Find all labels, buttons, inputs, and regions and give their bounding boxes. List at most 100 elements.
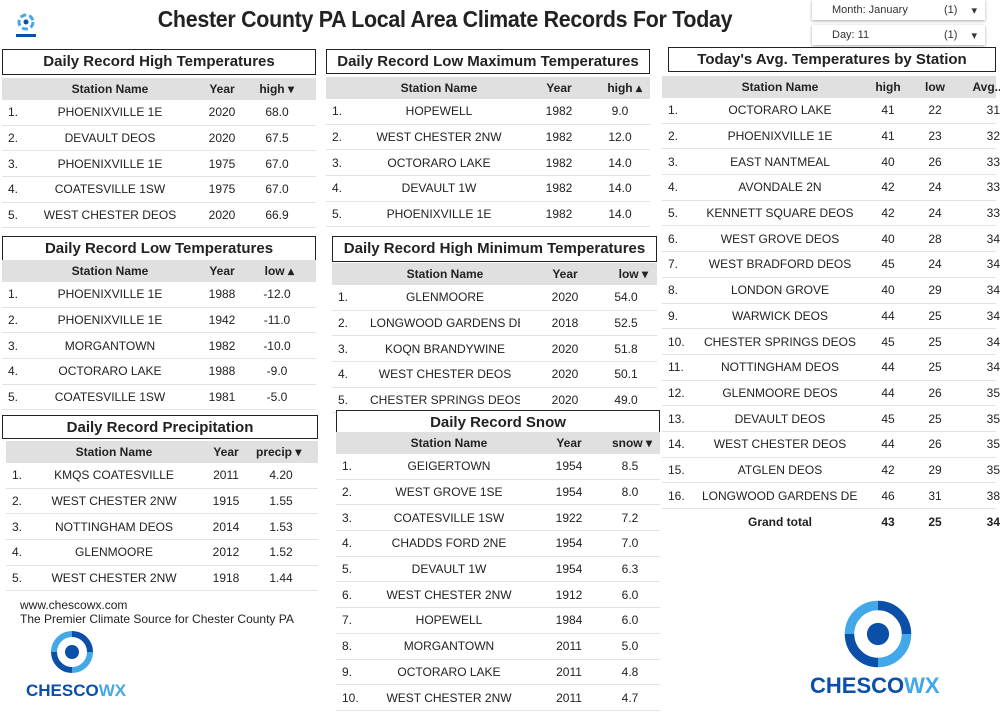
value-cell: 25 (928, 411, 942, 426)
value-cell: 1.53 (269, 519, 293, 534)
column-header[interactable]: low ▾ (618, 267, 648, 281)
record-low-title: Daily Record Low Temperatures (2, 236, 316, 261)
row-rank: 3. (12, 519, 23, 534)
row-rank: 2. (8, 131, 19, 146)
value-cell: 44 (881, 360, 895, 375)
chevron-down-icon: ▾ (971, 4, 977, 17)
station-name: OCTORARO LAKE (397, 664, 501, 679)
column-header[interactable]: Year (556, 436, 582, 450)
table-row: 6. WEST CHESTER 2NW 1912 6.0 (336, 582, 660, 609)
column-header[interactable]: high ▾ (259, 82, 294, 96)
value-cell: 40 (881, 154, 895, 169)
value-cell: 44 (881, 437, 895, 452)
row-rank: 2. (668, 129, 679, 144)
record-year: 1982 (545, 130, 573, 145)
row-rank: 16. (668, 488, 685, 503)
footer-url[interactable]: www.chescowx.com (20, 598, 128, 612)
row-rank: 5. (332, 207, 343, 222)
table-row: 3. EAST NANTMEAL 40 26 33.0 (662, 149, 1000, 176)
column-header[interactable]: Year (213, 445, 239, 459)
table-row: 3. NOTTINGHAM DEOS 2014 1.53 (6, 514, 318, 541)
table-row: 5. COATESVILLE 1SW 1981 -5.0 (2, 385, 316, 411)
column-header[interactable]: Year (209, 264, 235, 278)
column-header[interactable]: Avg.... (972, 80, 1000, 94)
record-year: 2011 (556, 664, 582, 679)
logo-text-large: CHESCOWX (810, 673, 940, 698)
column-header[interactable]: low ▴ (264, 264, 294, 278)
table-row: 11. NOTTINGHAM DEOS 44 25 34.8 (662, 355, 1000, 381)
value-cell: 4.20 (269, 468, 293, 483)
month-filter[interactable]: Month: January (1) ▾ (812, 0, 985, 20)
value-cell: 31 (928, 488, 942, 503)
row-rank: 1. (342, 459, 353, 474)
station-name: LONDON GROVE (730, 283, 829, 298)
value-cell: 46 (881, 488, 895, 503)
table-row: 10. CHESTER SPRINGS DEOS 45 25 34.7 (662, 329, 1000, 355)
station-name: WEST BRADFORD DEOS (708, 257, 852, 272)
table-header: Station Name Year low ▾ (332, 263, 657, 285)
value-cell: 42 (881, 180, 895, 195)
column-header[interactable]: low (925, 80, 945, 94)
column-header-station: Station Name (410, 436, 488, 450)
row-rank: 1. (8, 287, 19, 302)
table-header: Station Name Year low ▴ (2, 260, 316, 282)
table-row: 2. WEST CHESTER 2NW 1915 1.55 (6, 489, 318, 515)
value-cell: 26 (928, 437, 942, 452)
station-name: WEST CHESTER 2NW (51, 571, 177, 586)
column-header[interactable]: Year (552, 267, 578, 281)
value-cell: 34.3 (986, 283, 1000, 298)
table-row: 2. LONGWOOD GARDENS DEOS 2018 52.5 (332, 311, 657, 337)
record-year: 2020 (208, 105, 236, 120)
row-rank: 14. (668, 437, 685, 452)
column-header[interactable]: Year (546, 81, 572, 95)
record-year: 1912 (555, 587, 583, 602)
table-row: 1. KMQS COATESVILLE 2011 4.20 (6, 463, 318, 489)
row-rank: 5. (668, 206, 679, 221)
record-year: 2020 (551, 290, 579, 305)
row-rank: 4. (12, 545, 23, 560)
record-year: 1954 (555, 459, 583, 474)
record-year: 2018 (551, 316, 579, 331)
column-header[interactable]: high (875, 80, 901, 94)
station-name: LONGWOOD GARDENS DEOS (370, 316, 520, 331)
value-cell: 34.0 (986, 514, 1000, 529)
value-cell: 6.0 (621, 587, 639, 602)
value-cell: 34.2 (986, 257, 1000, 272)
table-row: 4. GLENMOORE 2012 1.52 (6, 540, 318, 566)
chevron-down-icon: ▾ (971, 29, 977, 42)
column-header[interactable]: snow ▾ (611, 436, 652, 450)
station-name: PHOENIXVILLE 1E (386, 207, 492, 222)
value-cell: 12.0 (608, 130, 632, 145)
day-filter[interactable]: Day: 11 (1) ▾ (812, 25, 985, 45)
record-year: 1975 (208, 182, 236, 197)
station-name: DEVAULT DEOS (64, 131, 156, 146)
record-year: 2014 (212, 519, 240, 534)
day-filter-label: Day: 11 (832, 29, 870, 41)
column-header[interactable]: high ▴ (607, 81, 642, 95)
record-low-max-title: Daily Record Low Maximum Temperatures (326, 49, 650, 74)
row-rank: 7. (668, 257, 679, 272)
table-row: 1. OCTORARO LAKE 41 22 31.5 (662, 98, 1000, 124)
record-high-title: Daily Record High Temperatures (2, 49, 316, 75)
value-cell: 68.0 (265, 105, 289, 120)
value-cell: 67.0 (265, 156, 289, 171)
row-rank: 2. (342, 485, 353, 500)
table-row: 2. PHOENIXVILLE 1E 41 23 32.3 (662, 124, 1000, 150)
value-cell: 25 (928, 514, 942, 529)
table-row: 2. WEST GROVE 1SE 1954 8.0 (336, 480, 660, 506)
row-rank: 15. (668, 462, 685, 477)
station-name: ATGLEN DEOS (737, 462, 823, 477)
record-year: 1954 (555, 562, 583, 577)
table-row: 3. OCTORARO LAKE 1982 14.0 (326, 150, 650, 177)
column-header[interactable]: Year (209, 82, 235, 96)
table-row: 3. MORGANTOWN 1982 -10.0 (2, 333, 316, 360)
value-cell: 29 (928, 283, 942, 298)
row-rank: 1. (332, 104, 343, 119)
value-cell: 54.0 (614, 290, 638, 305)
table-row: 4. CHADDS FORD 2NE 1954 7.0 (336, 531, 660, 557)
value-cell: 1.44 (269, 571, 293, 586)
column-header[interactable]: precip ▾ (256, 445, 302, 459)
station-name: COATESVILLE 1SW (54, 182, 166, 197)
row-rank: 4. (668, 180, 679, 195)
value-cell: 43 (881, 514, 895, 529)
